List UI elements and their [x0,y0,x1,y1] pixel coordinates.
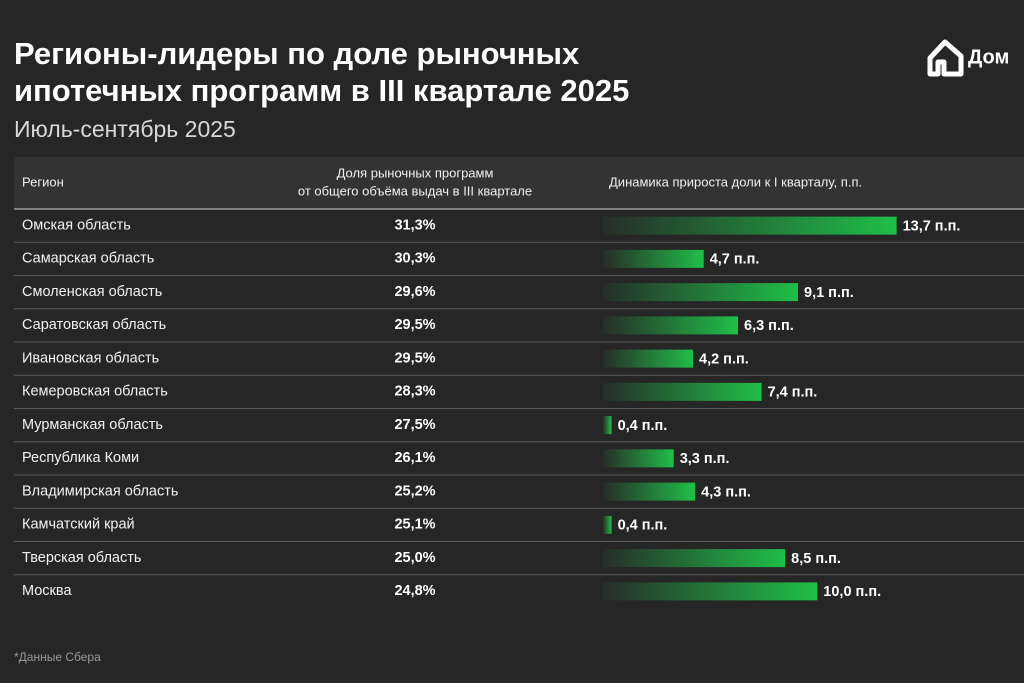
header-bg [14,157,1024,209]
bar [603,449,674,468]
share: 27,5% [394,417,435,433]
bar-label: 4,7 п.п. [710,252,760,268]
logo-text: Дом [968,46,1009,68]
bar [603,416,612,435]
share: 25,0% [394,550,435,566]
bar-label: 10,0 п.п. [823,584,881,600]
share: 29,5% [394,317,435,333]
share: 25,1% [394,517,435,533]
logo: Дом [927,39,1009,77]
bar [603,249,704,268]
bar-label: 4,3 п.п. [701,484,751,500]
share: 29,5% [394,350,435,366]
region: Самарская область [22,251,154,267]
region: Ивановская область [22,350,159,366]
column-header: Регион [22,174,64,189]
share: 25,2% [394,483,435,499]
region: Тверская область [22,550,141,566]
bar-label: 13,7 п.п. [903,218,961,234]
bar [603,349,693,368]
share: 24,8% [394,583,435,599]
bar [603,316,738,335]
column-header: Динамика прироста доли к I кварталу, п.п… [609,174,862,189]
bar-label: 4,2 п.п. [699,351,749,367]
bar-label: 8,5 п.п. [791,551,841,567]
bar-label: 0,4 п.п. [618,418,668,434]
bar [603,216,897,235]
region: Смоленская область [22,284,162,300]
share: 28,3% [394,384,435,400]
bar-label: 6,3 п.п. [744,318,794,334]
region: Кемеровская область [22,384,168,400]
subtitle: Июль-сентябрь 2025 [14,116,236,142]
share: 26,1% [394,450,435,466]
region: Республика Коми [22,450,139,466]
bar-label: 0,4 п.п. [618,518,668,534]
bar-label: 3,3 п.п. [680,451,730,467]
bar-label: 7,4 п.п. [768,385,818,401]
title-line: Регионы-лидеры по доле рыночных [14,36,580,71]
logo-icon [927,39,964,77]
column-header: от общего объёма выдач в III квартале [298,183,532,198]
bar-label: 9,1 п.п. [804,285,854,301]
share: 30,3% [394,251,435,267]
region: Владимирская область [22,483,178,499]
bar [603,582,818,601]
region: Москва [22,583,72,599]
title-line: ипотечных программ в III квартале 2025 [14,73,629,108]
region: Саратовская область [22,317,166,333]
region: Мурманская область [22,417,163,433]
bar [603,549,786,568]
bar [603,482,696,501]
share: 29,6% [394,284,435,300]
bar [603,382,762,401]
region: Омская область [22,217,131,233]
region: Камчатский край [22,517,135,533]
column-header: Доля рыночных программ [337,165,494,180]
bar [603,283,798,302]
bar [603,515,612,534]
share: 31,3% [394,217,435,233]
footnote: *Данные Сбера [14,650,101,664]
